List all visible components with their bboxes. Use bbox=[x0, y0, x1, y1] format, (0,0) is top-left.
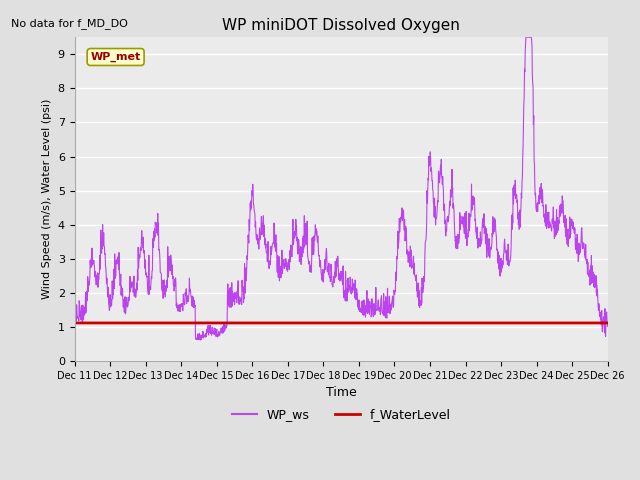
Text: No data for f_MD_DO: No data for f_MD_DO bbox=[10, 18, 127, 29]
WP_ws bbox=[308, 235, 316, 241]
Title: WP miniDOT Dissolved Oxygen: WP miniDOT Dissolved Oxygen bbox=[222, 18, 460, 33]
f_WaterLevel bbox=[317, 320, 325, 326]
WP_ws bbox=[297, 262, 305, 267]
f_WaterLevel bbox=[374, 320, 382, 326]
WP_ws bbox=[196, 337, 204, 343]
WP_ws bbox=[604, 324, 612, 330]
Legend: WP_ws, f_WaterLevel: WP_ws, f_WaterLevel bbox=[227, 403, 456, 426]
WP_ws bbox=[134, 267, 141, 273]
X-axis label: Time: Time bbox=[326, 386, 356, 399]
WP_ws bbox=[522, 34, 530, 40]
f_WaterLevel bbox=[134, 320, 141, 326]
f_WaterLevel bbox=[308, 320, 316, 326]
f_WaterLevel bbox=[297, 320, 305, 326]
WP_ws bbox=[112, 273, 120, 279]
Line: WP_ws: WP_ws bbox=[74, 37, 608, 340]
f_WaterLevel bbox=[604, 320, 612, 326]
WP_ws bbox=[70, 315, 78, 321]
Text: WP_met: WP_met bbox=[90, 52, 141, 62]
WP_ws bbox=[318, 276, 326, 282]
f_WaterLevel bbox=[112, 320, 120, 326]
f_WaterLevel bbox=[70, 320, 78, 326]
Y-axis label: Wind Speed (m/s), Water Level (psi): Wind Speed (m/s), Water Level (psi) bbox=[42, 99, 52, 300]
WP_ws bbox=[374, 297, 382, 303]
